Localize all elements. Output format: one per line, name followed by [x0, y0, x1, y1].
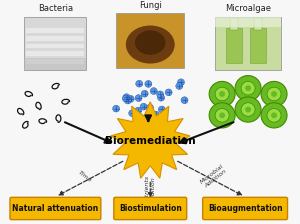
Bar — [25, 58, 86, 70]
Bar — [215, 17, 281, 70]
Ellipse shape — [135, 30, 166, 55]
Circle shape — [261, 103, 287, 128]
Circle shape — [158, 106, 165, 113]
Bar — [226, 28, 242, 63]
Circle shape — [178, 79, 184, 86]
Circle shape — [245, 85, 251, 91]
Bar — [26, 28, 84, 33]
Circle shape — [181, 97, 188, 103]
Text: Nutrients
addition: Nutrients addition — [145, 174, 156, 204]
Circle shape — [209, 81, 235, 107]
Circle shape — [267, 109, 281, 122]
Circle shape — [124, 97, 131, 104]
Circle shape — [152, 111, 159, 118]
Circle shape — [261, 81, 287, 107]
Circle shape — [123, 94, 130, 101]
Bar — [26, 51, 84, 56]
Circle shape — [112, 105, 120, 112]
Circle shape — [135, 95, 142, 101]
FancyBboxPatch shape — [203, 197, 287, 220]
Circle shape — [235, 97, 261, 122]
Circle shape — [135, 107, 142, 114]
Bar — [230, 18, 238, 30]
Circle shape — [209, 103, 235, 128]
Text: Biostimulation: Biostimulation — [119, 204, 182, 213]
Circle shape — [141, 90, 148, 97]
Text: Microalgae: Microalgae — [225, 4, 271, 13]
Text: Bacteria: Bacteria — [38, 4, 73, 13]
Circle shape — [219, 112, 225, 118]
Circle shape — [165, 89, 172, 96]
Circle shape — [245, 107, 251, 112]
Bar — [26, 36, 84, 41]
Circle shape — [267, 87, 281, 101]
Circle shape — [271, 91, 277, 97]
Circle shape — [271, 112, 277, 118]
Text: Fungi: Fungi — [139, 1, 162, 10]
Bar — [215, 17, 281, 27]
Circle shape — [146, 104, 154, 111]
Bar — [26, 43, 84, 48]
Bar — [116, 13, 184, 68]
Circle shape — [136, 80, 143, 87]
Bar — [25, 17, 86, 70]
Text: Bioaugmentation: Bioaugmentation — [208, 204, 282, 213]
FancyBboxPatch shape — [10, 197, 101, 220]
Bar — [26, 59, 84, 64]
Circle shape — [219, 91, 225, 97]
Circle shape — [235, 75, 261, 101]
Circle shape — [215, 109, 229, 122]
Text: Microbial
Addition: Microbial Addition — [200, 164, 229, 190]
Circle shape — [122, 95, 129, 102]
FancyBboxPatch shape — [114, 197, 187, 220]
Circle shape — [129, 110, 136, 116]
Text: Time: Time — [77, 170, 92, 183]
Circle shape — [145, 80, 152, 87]
Bar — [254, 18, 262, 30]
Circle shape — [215, 87, 229, 101]
Text: Natural attenuation: Natural attenuation — [12, 204, 98, 213]
Ellipse shape — [126, 26, 175, 64]
Circle shape — [150, 88, 157, 95]
Circle shape — [158, 94, 165, 101]
Polygon shape — [111, 102, 190, 178]
Circle shape — [241, 103, 255, 116]
Circle shape — [157, 91, 164, 98]
Circle shape — [241, 81, 255, 95]
Text: Bioremediation: Bioremediation — [105, 136, 196, 146]
Circle shape — [127, 95, 134, 102]
Circle shape — [140, 103, 147, 110]
Circle shape — [176, 83, 183, 89]
Bar — [250, 28, 266, 63]
